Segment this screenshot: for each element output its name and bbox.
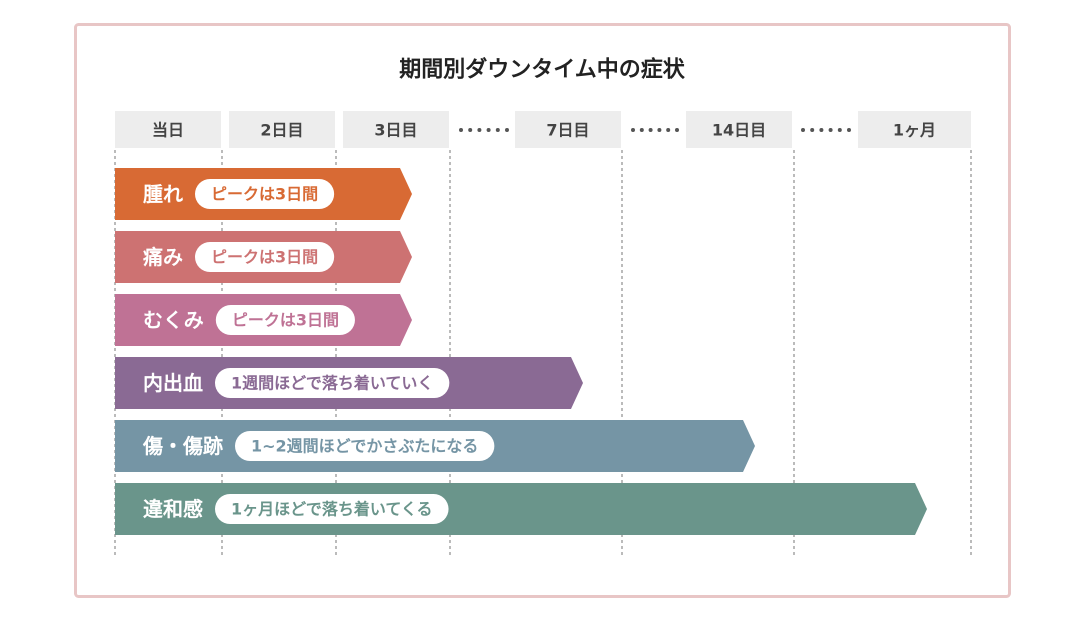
- note-pill: [195, 242, 335, 272]
- ellipsis-dot: [477, 128, 482, 132]
- note-pill: [235, 431, 495, 461]
- ellipsis-dot: [657, 128, 662, 132]
- ellipsis-dot: [837, 128, 842, 132]
- ellipsis-dot: [801, 128, 805, 132]
- ellipsis-dot: [648, 128, 653, 132]
- ellipsis-dot: [459, 128, 463, 132]
- ellipsis-dot: [675, 128, 679, 132]
- row-note: 1~2週間ほどでかさぶたになる: [251, 437, 478, 456]
- header-cell: [115, 111, 221, 148]
- row-label: 傷・傷跡: [142, 434, 223, 458]
- header-label: 14日目: [712, 121, 766, 140]
- header-cell: [229, 111, 335, 148]
- row-label: 違和感: [143, 497, 203, 521]
- ellipsis-dot: [468, 128, 473, 132]
- header-cell: [343, 111, 449, 148]
- header-label: 1ヶ月: [893, 121, 936, 140]
- note-pill: [215, 494, 449, 524]
- row-note: ピークは3日間: [211, 248, 318, 267]
- ellipsis-dot: [819, 128, 824, 132]
- row-label: 腫れ: [143, 182, 183, 206]
- row-note: ピークは3日間: [232, 311, 339, 330]
- note-pill: [195, 179, 335, 209]
- header-label: 2日目: [260, 121, 303, 140]
- ellipsis-dot: [631, 128, 635, 132]
- ellipsis-dot: [847, 128, 851, 132]
- row-note: 1ヶ月ほどで落ち着いてくる: [231, 500, 433, 519]
- row-label: 内出血: [143, 371, 203, 395]
- row-note: 1週間ほどで落ち着いていく: [231, 374, 433, 393]
- row-label: むくみ: [143, 308, 204, 332]
- note-pill: [215, 368, 450, 398]
- row-note: ピークは3日間: [211, 185, 318, 204]
- header-cell: [858, 111, 971, 148]
- header-cell: [686, 111, 792, 148]
- ellipsis-dot: [639, 128, 644, 132]
- ellipsis-dot: [666, 128, 671, 132]
- title: 期間別ダウンタイム中の症状: [399, 57, 686, 83]
- ellipsis-dot: [828, 128, 833, 132]
- ellipsis-dot: [810, 128, 815, 132]
- ellipsis-dot: [495, 128, 500, 132]
- ellipsis-dot: [505, 128, 509, 132]
- header-label: 7日目: [546, 121, 589, 140]
- ellipsis-dot: [486, 128, 491, 132]
- header-label: 3日目: [374, 121, 417, 140]
- header-label: 当日: [152, 121, 184, 140]
- header-cell: [515, 111, 621, 148]
- note-pill: [215, 305, 355, 335]
- row-label: 痛み: [143, 245, 183, 269]
